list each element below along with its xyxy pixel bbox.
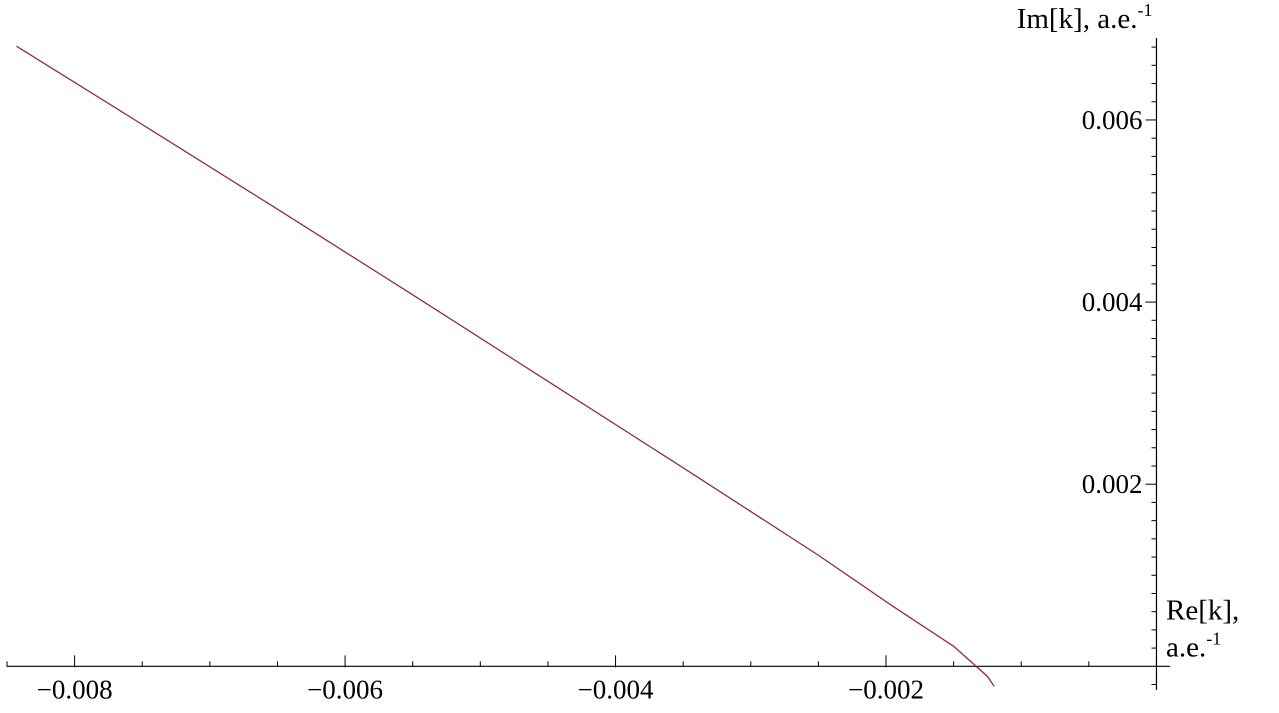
x-axis-title-unit: a.e.-1 — [1166, 628, 1221, 663]
series — [16, 45, 995, 687]
ticks — [6, 46, 1157, 686]
labels: −0.008 −0.006 −0.004 −0.002 0.002 0.004 0.006 I… — [37, 0, 1240, 704]
y-axis-title-exponent: -1 — [1137, 0, 1152, 20]
x-axis-unit: a.e. — [1166, 631, 1206, 663]
x-tick-label: −0.006 — [307, 674, 383, 704]
axes — [7, 38, 1170, 690]
x-tick-label: −0.008 — [37, 674, 113, 704]
x-axis-title-main: Re[k], — [1166, 594, 1239, 626]
x-tick-label: −0.002 — [848, 674, 924, 704]
x-axis-unit-exponent: -1 — [1206, 628, 1221, 648]
y-tick-label: 0.006 — [1082, 105, 1143, 135]
y-tick-label: 0.002 — [1082, 469, 1143, 499]
y-axis-title-main: Im[k], a.e. — [1017, 3, 1138, 35]
y-axis-title: Im[k], a.e.-1 — [1017, 0, 1153, 35]
y-tick-label: 0.004 — [1082, 287, 1143, 317]
x-tick-label: −0.004 — [578, 674, 654, 704]
series-line — [16, 45, 995, 687]
